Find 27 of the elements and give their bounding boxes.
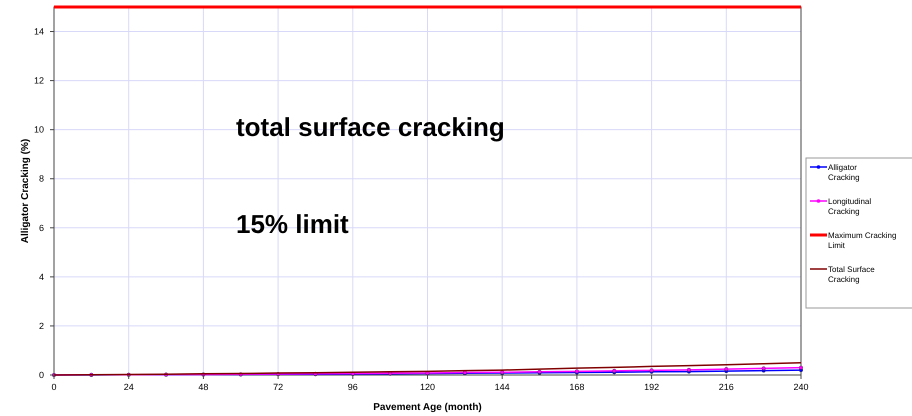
y-tick-label: 0: [38, 370, 44, 380]
y-tick-label: 4: [38, 272, 44, 282]
legend-label: Longitudinal Cracking: [828, 197, 872, 216]
annotation: 15% limit: [236, 209, 350, 239]
x-tick-label: 72: [273, 382, 284, 392]
y-axis-title: Alligator Cracking (%): [20, 138, 31, 244]
legend-label: Total Surface Cracking: [828, 265, 876, 284]
legend-label: Maximum Cracking Limit: [828, 231, 896, 250]
legend-label: Alligator Cracking: [828, 163, 860, 182]
x-tick-label: 0: [51, 382, 57, 392]
x-tick-label: 48: [198, 382, 208, 392]
x-tick-label: 144: [494, 382, 510, 392]
y-tick-label: 8: [38, 174, 44, 184]
x-tick-label: 216: [718, 382, 734, 392]
y-tick-label: 6: [38, 222, 44, 233]
x-tick-label: 240: [793, 382, 809, 392]
y-tick-label: 10: [34, 124, 44, 135]
y-tick-label: 12: [34, 76, 44, 86]
x-tick-label: 24: [124, 382, 134, 392]
y-tick-label: 2: [38, 320, 44, 331]
x-tick-label: 96: [348, 382, 358, 392]
x-axis-title: Pavement Age (month): [373, 402, 482, 413]
annotation: total surface cracking: [236, 112, 505, 142]
y-tick-label: 14: [34, 26, 44, 37]
x-tick-label: 120: [420, 382, 436, 392]
x-tick-label: 192: [644, 382, 660, 392]
x-tick-label: 168: [569, 382, 584, 392]
